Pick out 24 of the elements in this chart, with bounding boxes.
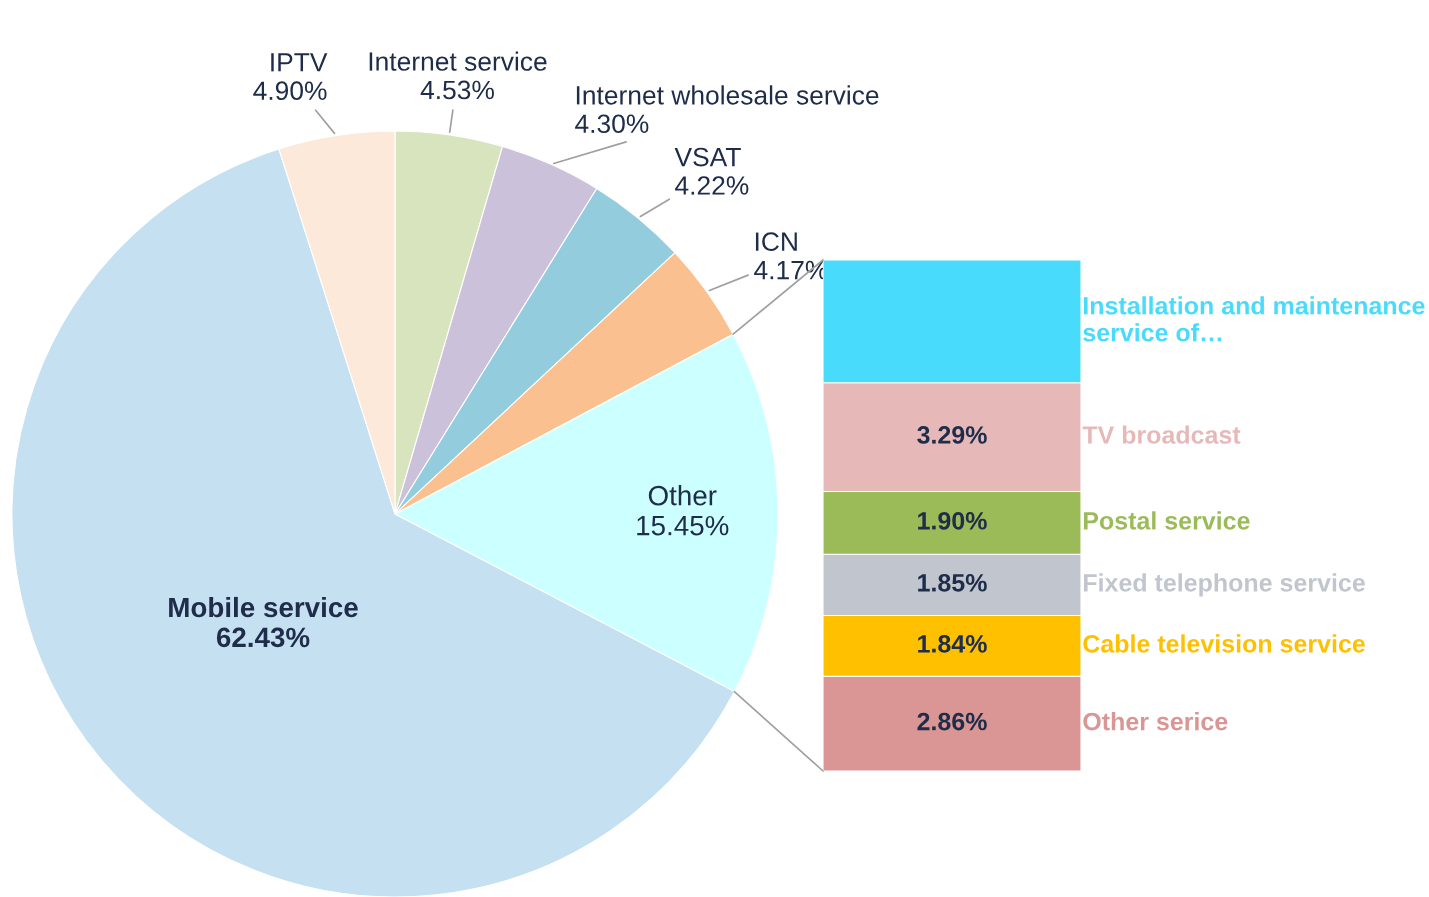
slice-label: VSAT [674, 147, 741, 167]
data-label: 3.29% [917, 426, 987, 444]
slice-label: Internet service [369, 51, 547, 71]
data-label: 1.84% [918, 634, 987, 653]
data-label: 4.53% [420, 80, 494, 100]
slice-label: Other [648, 485, 717, 506]
data-label: 4.22% [675, 176, 749, 195]
slice-label: IPTV [271, 53, 328, 72]
slice-label: ICN [755, 232, 797, 252]
slice-label: Mobile service [169, 596, 358, 618]
data-label: 1.90% [918, 511, 987, 530]
data-label: 2.86% [917, 712, 987, 731]
series-label: Fixed telephone service [1083, 573, 1365, 597]
data-label: 4.30% [575, 114, 649, 134]
series-label: Installation and maintenance service of… [1083, 296, 1425, 342]
slice-label: Internet wholesale service [576, 85, 879, 105]
series-label: Other serice [1083, 712, 1228, 731]
data-label: 1.85% [918, 573, 987, 592]
data-label: 4.90% [253, 81, 327, 101]
series-label: Postal service [1083, 511, 1250, 530]
series-label: TV broadcast [1082, 425, 1241, 444]
data-label: 15.45% [637, 515, 729, 536]
series-label: Cable television service [1083, 634, 1365, 653]
data-label: 62.43% [216, 627, 310, 648]
